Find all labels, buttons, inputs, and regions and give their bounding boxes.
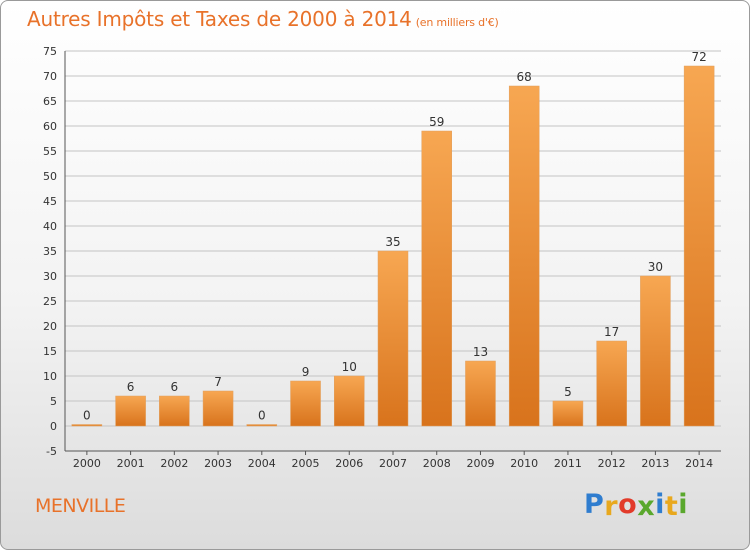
- y-tick-label: 55: [43, 145, 57, 158]
- logo-letter: t: [664, 491, 679, 522]
- y-tick-label: 70: [43, 70, 57, 83]
- y-tick-label: 45: [43, 195, 57, 208]
- logo-letter: i: [678, 489, 689, 520]
- x-tick-label: 2003: [204, 457, 232, 470]
- bars: [71, 65, 715, 427]
- y-tick-label: -5: [46, 445, 57, 458]
- y-tick-label: 75: [43, 45, 57, 58]
- logo-letter: r: [604, 491, 619, 522]
- x-tick-label: 2012: [598, 457, 626, 470]
- y-tick-label: 5: [50, 395, 57, 408]
- bar-2014: [683, 65, 715, 427]
- y-tick-label: 40: [43, 220, 57, 233]
- logo-letter: o: [618, 489, 638, 520]
- x-tick-label: 2014: [685, 457, 713, 470]
- data-label-2006: 10: [342, 360, 357, 374]
- data-label-2010: 68: [517, 70, 532, 84]
- data-label-2014: 72: [691, 50, 706, 64]
- y-tick-label: 50: [43, 170, 57, 183]
- x-tick-label: 2001: [117, 457, 145, 470]
- x-tick-label: 2009: [466, 457, 494, 470]
- bar-2013: [640, 275, 671, 427]
- y-tick-label: 30: [43, 270, 57, 283]
- x-tick-label: 2005: [292, 457, 320, 470]
- y-tick-label: 10: [43, 370, 57, 383]
- data-label-2003: 7: [214, 375, 222, 389]
- x-tick-label: 2006: [335, 457, 363, 470]
- data-label-2000: 0: [83, 409, 91, 423]
- data-label-2009: 13: [473, 345, 488, 359]
- data-label-2001: 6: [127, 380, 135, 394]
- chart-title-text: Autres Impôts et Taxes de 2000 à 2014: [27, 7, 412, 31]
- data-label-2007: 35: [385, 235, 400, 249]
- chart-subtitle: (en milliers d'€): [415, 16, 499, 29]
- data-label-2005: 9: [302, 365, 310, 379]
- data-label-2013: 30: [648, 260, 663, 274]
- bar-2007: [377, 250, 409, 427]
- x-tick-label: 2013: [641, 457, 669, 470]
- x-tick-label: 2008: [423, 457, 451, 470]
- bar-2011: [552, 400, 584, 427]
- bar-2009: [465, 360, 496, 427]
- data-label-2012: 17: [604, 325, 619, 339]
- y-tick-label: 0: [50, 420, 57, 433]
- chart-title: Autres Impôts et Taxes de 2000 à 2014 (en…: [27, 7, 499, 31]
- x-tick-label: 2000: [73, 457, 101, 470]
- data-labels: 0 6 6 7 0 9 10 35 59 13 68 5 17 30 72: [83, 50, 707, 423]
- y-tick-label: 20: [43, 320, 57, 333]
- commune-name: MENVILLE: [35, 495, 126, 517]
- bar-2003: [202, 390, 234, 427]
- bar-2012: [596, 340, 627, 427]
- y-tick-label: 15: [43, 345, 57, 358]
- bar-2000: [71, 424, 103, 427]
- data-label-2004: 0: [258, 409, 266, 423]
- x-tick-label: 2004: [248, 457, 276, 470]
- y-tick-label: 25: [43, 295, 57, 308]
- bar-2002: [159, 395, 190, 427]
- x-tick-label: 2002: [160, 457, 188, 470]
- bar-2005: [290, 380, 321, 427]
- x-tick-label: 2011: [554, 457, 582, 470]
- y-tick-label: 60: [43, 120, 57, 133]
- logo-letter: x: [637, 491, 656, 522]
- y-tick-label: 65: [43, 95, 57, 108]
- bar-2008: [421, 130, 452, 427]
- data-label-2002: 6: [171, 380, 179, 394]
- logo-letter: P: [584, 489, 605, 520]
- bar-2006: [334, 375, 365, 427]
- proxiti-logo: Proxiti: [584, 489, 689, 522]
- data-label-2011: 5: [564, 385, 572, 399]
- bar-2001: [115, 395, 146, 427]
- data-label-2008: 59: [429, 115, 444, 129]
- x-tick-label: 2010: [510, 457, 538, 470]
- logo-letter: i: [655, 489, 665, 520]
- y-tick-label: 35: [43, 245, 57, 258]
- bar-2010: [508, 85, 540, 427]
- bar-2004: [246, 424, 278, 427]
- x-tick-label: 2007: [379, 457, 407, 470]
